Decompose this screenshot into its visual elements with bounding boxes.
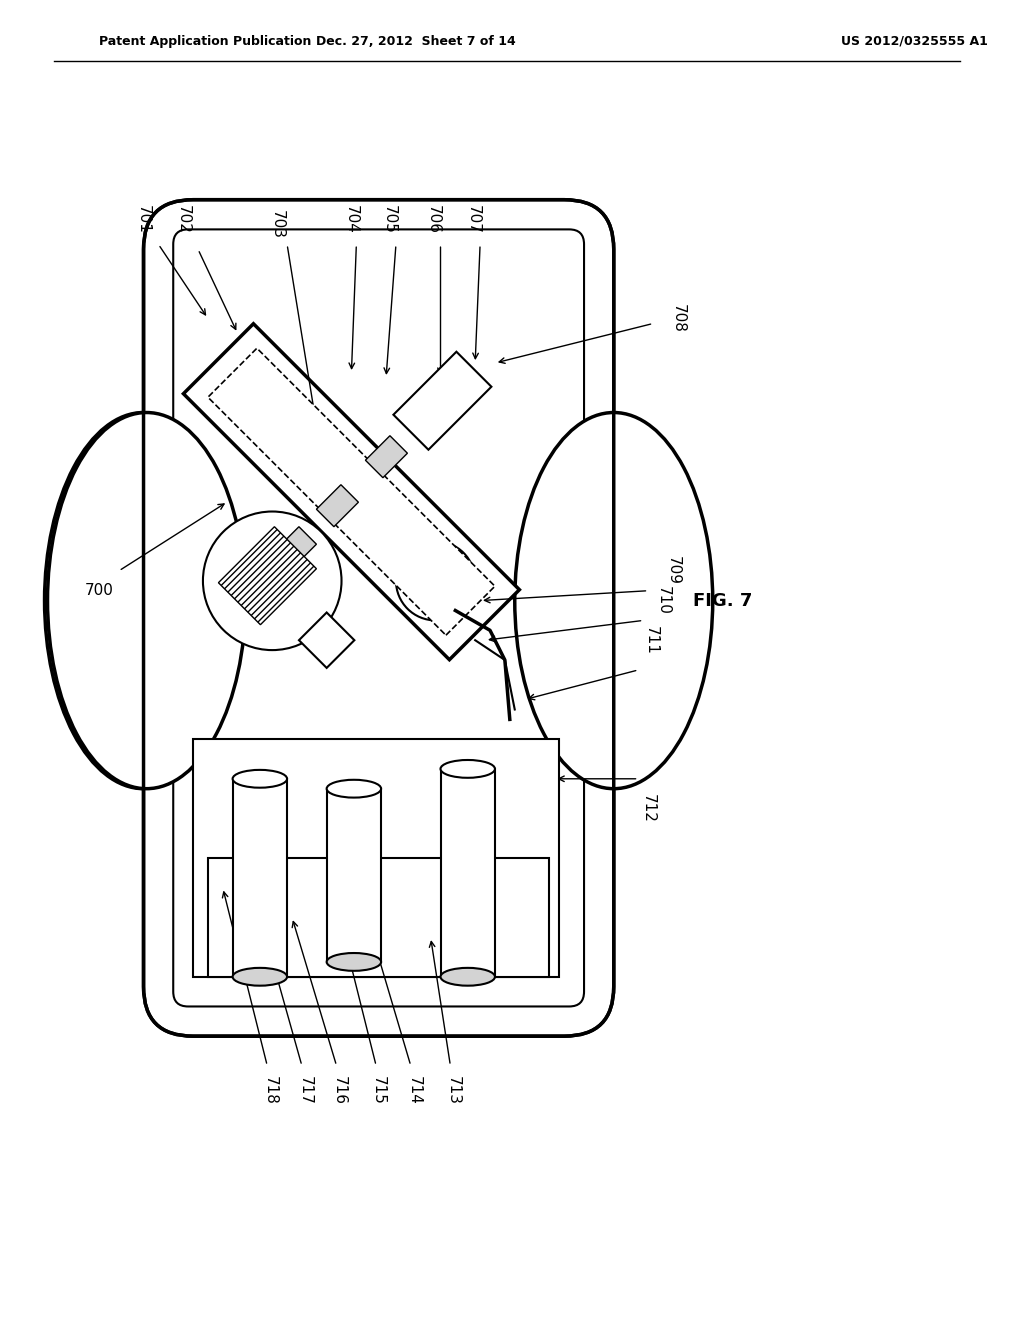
Ellipse shape bbox=[47, 413, 246, 788]
Ellipse shape bbox=[515, 413, 713, 788]
Polygon shape bbox=[316, 484, 358, 527]
Bar bbox=[194, 739, 559, 977]
Text: US 2012/0325555 A1: US 2012/0325555 A1 bbox=[842, 34, 988, 48]
Text: 707: 707 bbox=[466, 205, 480, 234]
Polygon shape bbox=[366, 436, 408, 478]
Text: 703: 703 bbox=[269, 210, 285, 239]
Text: 714: 714 bbox=[407, 1076, 421, 1105]
Polygon shape bbox=[208, 348, 495, 635]
Ellipse shape bbox=[232, 770, 287, 788]
Text: 702: 702 bbox=[176, 205, 190, 234]
Text: 700: 700 bbox=[85, 583, 114, 598]
Polygon shape bbox=[274, 527, 316, 569]
Text: 708: 708 bbox=[671, 304, 686, 333]
Text: FIG. 7: FIG. 7 bbox=[693, 591, 753, 610]
Text: 709: 709 bbox=[666, 557, 681, 585]
Text: 701: 701 bbox=[136, 205, 151, 234]
Ellipse shape bbox=[327, 780, 381, 797]
Bar bbox=[327, 788, 381, 962]
Text: 716: 716 bbox=[332, 1076, 347, 1105]
Bar bbox=[232, 779, 287, 977]
Text: 715: 715 bbox=[371, 1076, 386, 1105]
Ellipse shape bbox=[440, 760, 495, 777]
Ellipse shape bbox=[232, 968, 287, 986]
Text: 710: 710 bbox=[655, 586, 671, 615]
Text: 717: 717 bbox=[297, 1076, 312, 1105]
Text: 713: 713 bbox=[445, 1076, 461, 1105]
FancyBboxPatch shape bbox=[143, 199, 613, 1036]
Text: Patent Application Publication: Patent Application Publication bbox=[99, 34, 311, 48]
Polygon shape bbox=[183, 323, 519, 660]
Text: 718: 718 bbox=[263, 1076, 278, 1105]
Circle shape bbox=[203, 512, 342, 651]
Polygon shape bbox=[393, 351, 492, 450]
Bar bbox=[440, 768, 495, 977]
Text: Dec. 27, 2012  Sheet 7 of 14: Dec. 27, 2012 Sheet 7 of 14 bbox=[315, 34, 516, 48]
Text: 705: 705 bbox=[382, 205, 396, 234]
Text: 712: 712 bbox=[641, 795, 656, 822]
Text: 706: 706 bbox=[426, 205, 441, 234]
Circle shape bbox=[396, 541, 475, 620]
Ellipse shape bbox=[327, 953, 381, 970]
Bar bbox=[208, 858, 550, 977]
Ellipse shape bbox=[440, 968, 495, 986]
Polygon shape bbox=[299, 612, 354, 668]
Text: 711: 711 bbox=[644, 626, 658, 655]
Text: 704: 704 bbox=[344, 205, 359, 234]
Polygon shape bbox=[218, 527, 316, 624]
FancyBboxPatch shape bbox=[173, 230, 584, 1006]
